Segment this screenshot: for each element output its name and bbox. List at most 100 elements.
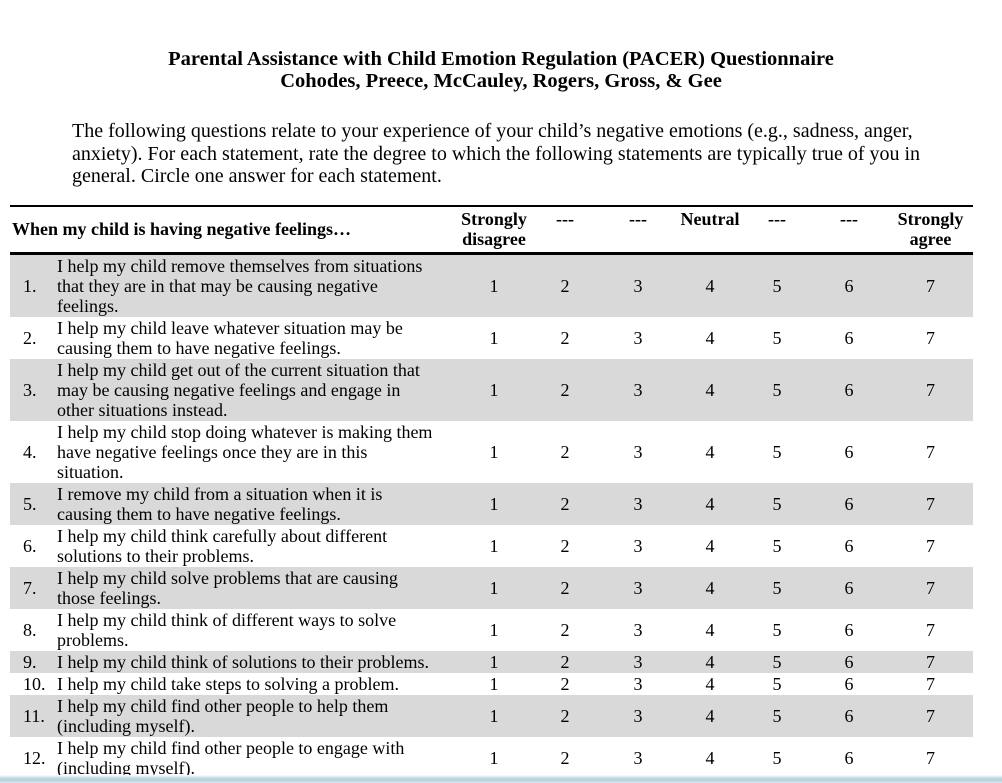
instructions-paragraph: The following questions relate to your e… xyxy=(72,120,921,187)
rating-cell: 5 xyxy=(772,673,782,694)
row-question: I help my child think of solutions to th… xyxy=(57,651,429,672)
rating-cell: 6 xyxy=(844,577,854,598)
rating-cell: 3 xyxy=(633,493,643,514)
rating-cell: 2 xyxy=(560,441,570,462)
rating-cell: 7 xyxy=(926,705,935,726)
rating-cell: 4 xyxy=(705,275,715,296)
rating-cell: 4 xyxy=(705,705,715,726)
document-header: Parental Assistance with Child Emotion R… xyxy=(0,48,1002,92)
rating-cell: 5 xyxy=(772,651,782,672)
rating-cell: 1 xyxy=(489,747,499,768)
rating-cell: 7 xyxy=(926,493,935,514)
rating-cell: 3 xyxy=(633,705,643,726)
rating-cell: 4 xyxy=(705,379,715,400)
row-number: 12. xyxy=(23,747,46,768)
rating-cell: 4 xyxy=(705,673,715,694)
table-row: 4. I help my child stop doing whatever i… xyxy=(10,421,973,483)
row-number: 1. xyxy=(23,275,37,296)
rating-cell: 3 xyxy=(633,577,643,598)
rating-cell: 1 xyxy=(489,327,499,348)
rating-cell: 6 xyxy=(844,493,854,514)
rating-cell: 7 xyxy=(926,747,935,768)
rating-cell: 6 xyxy=(844,379,854,400)
scale-header: --- xyxy=(810,204,888,255)
table-row: 12. I help my child find other people to… xyxy=(10,737,973,779)
rating-cell: 1 xyxy=(489,379,499,400)
rating-cell: 4 xyxy=(705,747,715,768)
rating-cell: 7 xyxy=(926,535,935,556)
questionnaire-authors: Cohodes, Preece, McCauley, Rogers, Gross… xyxy=(280,70,722,92)
rating-cell: 5 xyxy=(772,747,782,768)
rating-cell: 5 xyxy=(772,441,782,462)
rating-cell: 5 xyxy=(772,577,782,598)
rating-cell: 7 xyxy=(926,441,935,462)
rating-cell: 6 xyxy=(844,327,854,348)
row-number: 7. xyxy=(23,577,37,598)
table-row: 6. I help my child think carefully about… xyxy=(10,525,973,567)
rating-cell: 6 xyxy=(844,747,854,768)
rating-cell: 3 xyxy=(633,619,643,640)
rating-cell: 7 xyxy=(926,651,935,672)
row-question: I help my child remove themselves from s… xyxy=(57,255,423,316)
rating-cell: 4 xyxy=(705,535,715,556)
rating-cell: 4 xyxy=(705,327,715,348)
rating-cell: 4 xyxy=(705,441,715,462)
row-number: 9. xyxy=(23,651,37,672)
rating-cell: 7 xyxy=(926,275,935,296)
row-question: I help my child stop doing whatever is m… xyxy=(57,421,433,482)
row-number: 3. xyxy=(23,379,37,400)
rating-cell: 3 xyxy=(633,535,643,556)
rating-cell: 7 xyxy=(926,619,935,640)
rating-cell: 3 xyxy=(633,673,643,694)
rating-cell: 1 xyxy=(489,673,499,694)
rating-cell: 4 xyxy=(705,619,715,640)
table-row: 1. I help my child remove themselves fro… xyxy=(10,253,973,317)
row-number: 2. xyxy=(23,327,37,348)
row-question: I help my child find other people to hel… xyxy=(57,695,389,736)
rating-cell: 2 xyxy=(560,493,570,514)
row-question: I help my child take steps to solving a … xyxy=(57,673,399,694)
table-header-row: When my child is having negative feeling… xyxy=(10,204,973,255)
rating-cell: 2 xyxy=(560,651,570,672)
question-table-body: 1. I help my child remove themselves fro… xyxy=(10,253,973,779)
scale-header: --- xyxy=(600,204,676,255)
rating-cell: 2 xyxy=(560,379,570,400)
table-row: 2. I help my child leave whatever situat… xyxy=(10,317,973,359)
rating-cell: 2 xyxy=(560,577,570,598)
rating-cell: 1 xyxy=(489,275,499,296)
rating-cell: 5 xyxy=(772,327,782,348)
rating-cell: 4 xyxy=(705,651,715,672)
stem-header: When my child is having negative feeling… xyxy=(10,204,458,255)
rating-cell: 3 xyxy=(633,747,643,768)
row-question: I help my child find other people to eng… xyxy=(57,737,405,778)
rating-cell: 1 xyxy=(489,577,499,598)
table-row: 9. I help my child think of solutions to… xyxy=(10,650,973,673)
row-question: I remove my child from a situation when … xyxy=(57,483,383,524)
rating-cell: 2 xyxy=(560,535,570,556)
rating-cell: 6 xyxy=(844,619,854,640)
window-bottom-edge xyxy=(0,775,1002,783)
row-number: 11. xyxy=(23,705,45,726)
row-number: 8. xyxy=(23,619,37,640)
rating-cell: 3 xyxy=(633,275,643,296)
rating-cell: 2 xyxy=(560,275,570,296)
rating-cell: 6 xyxy=(844,673,854,694)
rating-cell: 2 xyxy=(560,673,570,694)
scale-header: Strongly disagree xyxy=(458,204,530,255)
rating-cell: 1 xyxy=(489,619,499,640)
row-number: 6. xyxy=(23,535,37,556)
table-row: 10. I help my child take steps to solvin… xyxy=(10,673,973,695)
rating-cell: 3 xyxy=(633,441,643,462)
rating-cell: 6 xyxy=(844,705,854,726)
rating-cell: 6 xyxy=(844,275,854,296)
rating-cell: 5 xyxy=(772,275,782,296)
rating-cell: 5 xyxy=(772,493,782,514)
rating-cell: 5 xyxy=(772,705,782,726)
rating-cell: 7 xyxy=(926,327,935,348)
rating-cell: 5 xyxy=(772,619,782,640)
rating-cell: 2 xyxy=(560,747,570,768)
rating-cell: 3 xyxy=(633,379,643,400)
rating-cell: 6 xyxy=(844,651,854,672)
rating-cell: 1 xyxy=(489,493,499,514)
row-number: 10. xyxy=(23,673,46,694)
